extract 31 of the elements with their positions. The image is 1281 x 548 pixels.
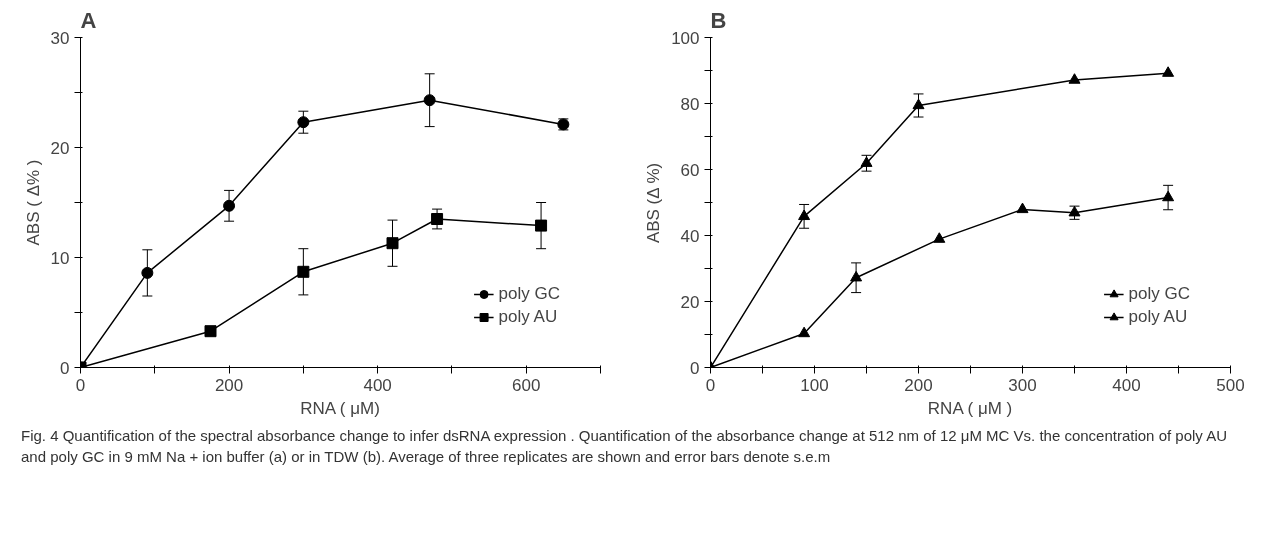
legend-label: poly GC [498,284,560,304]
x-axis-title: RNA ( μM) [300,398,380,418]
x-tick-label: 200 [214,375,244,395]
y-tick-label: 20 [680,292,700,312]
y-tick-label: 80 [680,94,700,114]
y-axis-title: ABS ( Δ% ) [23,159,43,246]
x-tick-label: 400 [1112,375,1141,395]
y-tick-label: 0 [60,358,70,378]
x-tick-label: 500 [1216,375,1245,395]
legend-label: poly GC [1128,284,1190,304]
y-tick-label: 20 [50,138,70,158]
caption: Fig. 4 Quantification of the spectral absorbance change to infer dsRNA expression . Quantification of the absorbance change at 512 nm of 12 μM MC Vs. the concentration of poly AU and poly GC in 9 mM Na + ion buffer (a) or in TDW (b). Average of three replicates are shown and error bars denote s.e.m [21,426,1228,468]
y-tick-label: 30 [50,28,70,48]
x-tick-label: 0 [75,375,86,395]
legend-label: poly AU [498,307,558,327]
chart-title: B [710,7,727,33]
y-tick-label: 100 [671,28,700,48]
chart-title: A [80,7,97,33]
y-axis-title: ABS (Δ %) [644,162,664,244]
y-tick-label: 0 [690,358,700,378]
x-tick-label: 300 [1008,375,1037,395]
x-tick-label: 600 [512,375,541,395]
legend-label: poly AU [1128,307,1188,327]
x-axis-title: RNA ( μM ) [927,398,1013,418]
y-tick-label: 60 [680,160,700,180]
x-tick-label: 400 [363,375,392,395]
y-tick-label: 40 [680,226,700,246]
x-tick-label: 100 [800,375,829,395]
y-tick-label: 10 [50,248,70,268]
x-tick-label: 0 [705,375,716,395]
x-tick-label: 200 [904,375,933,395]
